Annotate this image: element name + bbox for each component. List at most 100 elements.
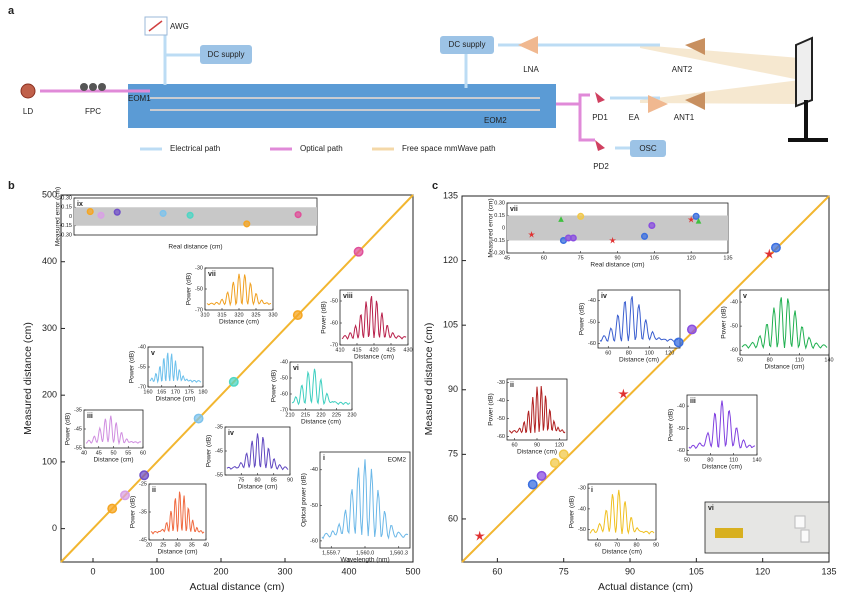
inset-x-tick-label: 90	[614, 255, 620, 261]
inset-x-tick-label: 415	[352, 347, 361, 353]
inset-x-tick-label: 30	[174, 542, 180, 548]
x-tick-label: 400	[341, 566, 356, 576]
component-label: EA	[629, 113, 640, 122]
inset-x-tick-label: 80	[634, 542, 640, 548]
laser-diode	[20, 83, 36, 99]
inset-x-label: Distance (cm)	[354, 354, 394, 361]
y-tick-label: 75	[448, 449, 458, 459]
inset-x-tick-label: 35	[189, 542, 195, 548]
component-label: DC supply	[208, 50, 245, 59]
inset-x-tick-label: 120	[665, 350, 674, 356]
photo-object	[800, 529, 810, 543]
inset-y-tick-label: -50	[730, 324, 738, 330]
panel-label: c	[432, 180, 438, 192]
panel-a: a Electrical path Optical path Free spac…	[8, 5, 828, 171]
x-tick-label: 135	[821, 566, 836, 576]
inset-y-tick-label: -0.15	[492, 238, 505, 244]
inset-x-tick-label: 1,560.0	[356, 550, 374, 556]
inset-label: v	[743, 293, 747, 300]
inset-y-tick-label: -55	[215, 472, 223, 478]
x-tick-label: 105	[689, 566, 704, 576]
optical-path	[556, 93, 595, 142]
x-axis-label: Actual distance (cm)	[598, 581, 693, 593]
inset-y-tick-label: -60	[497, 434, 505, 440]
stand	[788, 100, 828, 142]
inset-y-tick-label: 0.30	[494, 200, 505, 206]
y-tick-label: 105	[443, 320, 458, 330]
photo-object	[794, 515, 806, 529]
point	[120, 490, 130, 501]
photodiode	[595, 140, 605, 151]
inset-y-tick-label: -60	[677, 448, 685, 454]
inset-y-tick-label: -50	[195, 286, 203, 292]
point	[673, 337, 684, 348]
inset-x-tick-label: 60	[140, 450, 146, 456]
fpc-coil	[98, 83, 106, 91]
component-label: FPC	[85, 107, 101, 116]
inset-x-tick-label: 80	[254, 477, 260, 483]
inset-x-tick-label: 100	[645, 350, 654, 356]
inset-x-tick-label: 80	[767, 357, 773, 363]
inset-x-tick-label: 120	[555, 442, 564, 448]
inset-label: ix	[77, 201, 83, 208]
inset-y-label: Power (dB)	[579, 303, 586, 336]
point	[764, 248, 775, 259]
photo-object	[715, 528, 743, 538]
inset-x-tick-label: 110	[795, 357, 804, 363]
point	[193, 413, 204, 424]
panel-label: a	[8, 5, 15, 17]
inset-x-tick-label: 225	[332, 412, 341, 418]
inset-x-tick-label: 140	[752, 457, 761, 463]
inset-x-tick-label: 325	[251, 312, 260, 318]
inset-y-label: Measured error (cm)	[488, 198, 495, 257]
ea-icon	[648, 95, 668, 113]
inset-y-tick-label: -45	[74, 426, 82, 432]
inset-label: viii	[343, 293, 353, 300]
inset-y-tick-label: -60	[330, 320, 338, 326]
inset-x-tick-label: 20	[146, 542, 152, 548]
inset-y-tick-label: -40	[578, 506, 586, 512]
spectrum-curve	[688, 400, 755, 449]
inset-y-tick-label: -70	[138, 384, 146, 390]
inset-x-tick-label: 90	[287, 477, 293, 483]
x-tick-label: 0	[90, 566, 95, 576]
inset-y-tick-label: -45	[139, 537, 147, 543]
plot-frame	[461, 195, 830, 563]
y-tick-label: 60	[448, 513, 458, 523]
inset-x-label: Distance (cm)	[93, 457, 133, 464]
component-label: AWG	[170, 22, 189, 31]
inset-y-tick-label: -40	[588, 298, 596, 304]
y-tick-label: 90	[448, 384, 458, 394]
inset-y-tick-label: -70	[330, 342, 338, 348]
inset-x-tick-label: 45	[504, 255, 510, 261]
point	[770, 242, 781, 253]
point	[640, 232, 649, 240]
inset-x-tick-label: 220	[316, 412, 325, 418]
point	[648, 221, 656, 230]
inset-y-tick-label: -70	[280, 407, 288, 413]
inset-y-label: Power (dB)	[129, 351, 136, 384]
x-tick-label: 120	[755, 566, 770, 576]
inset-label: iv	[601, 293, 607, 300]
inset-x-tick-label: 40	[203, 542, 209, 548]
inset-y-tick-label: -40	[280, 359, 288, 365]
inset-y-label: Power (dB)	[206, 435, 213, 468]
point	[695, 217, 702, 224]
inset-x-label: Distance (cm)	[764, 364, 804, 371]
inset-x-tick-label: 330	[268, 312, 277, 318]
inset-y-tick-label: 0	[502, 225, 505, 231]
inset-x-label: Distance (cm)	[702, 464, 742, 471]
awg-icon	[148, 20, 163, 32]
inset-y-label: Power (dB)	[321, 301, 328, 334]
y-tick-label: 100	[42, 456, 57, 466]
spectrum-curve	[589, 489, 655, 535]
point	[692, 212, 700, 220]
legend-label: Electrical path	[170, 144, 220, 153]
point	[536, 470, 547, 481]
spectrum-curve	[206, 273, 272, 307]
x-tick-label: 90	[625, 566, 635, 576]
inset-x-tick-label: 215	[301, 412, 310, 418]
plot-frame	[60, 194, 414, 563]
point	[474, 530, 485, 541]
inset-y-label: Optical power (dB)	[301, 473, 308, 527]
